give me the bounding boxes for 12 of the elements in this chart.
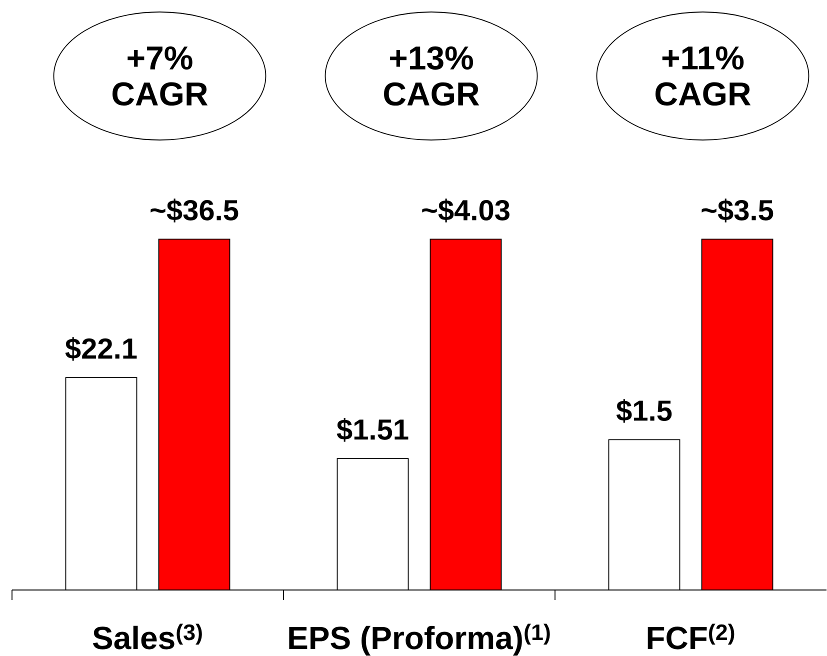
- data-label: ~$36.5: [150, 198, 238, 222]
- data-label: ~$4.03: [422, 198, 510, 222]
- x-tick-label: EPS (Proforma)$^{(1)}$: [289, 624, 550, 656]
- data-label: $22.1: [65, 337, 137, 361]
- data-label: ~$3.5: [702, 198, 774, 222]
- x-tick-label: FCF$^{(2)}$: [648, 624, 734, 650]
- data-label: $1.5: [616, 399, 672, 423]
- data-label: $1.51: [336, 418, 408, 442]
- text: +7% CAGR: [112, 46, 208, 106]
- text: +13% CAGR: [384, 46, 480, 106]
- text: +11% CAGR: [656, 46, 751, 106]
- x-tick-label: Sales$^{(3)}$: [92, 624, 202, 650]
